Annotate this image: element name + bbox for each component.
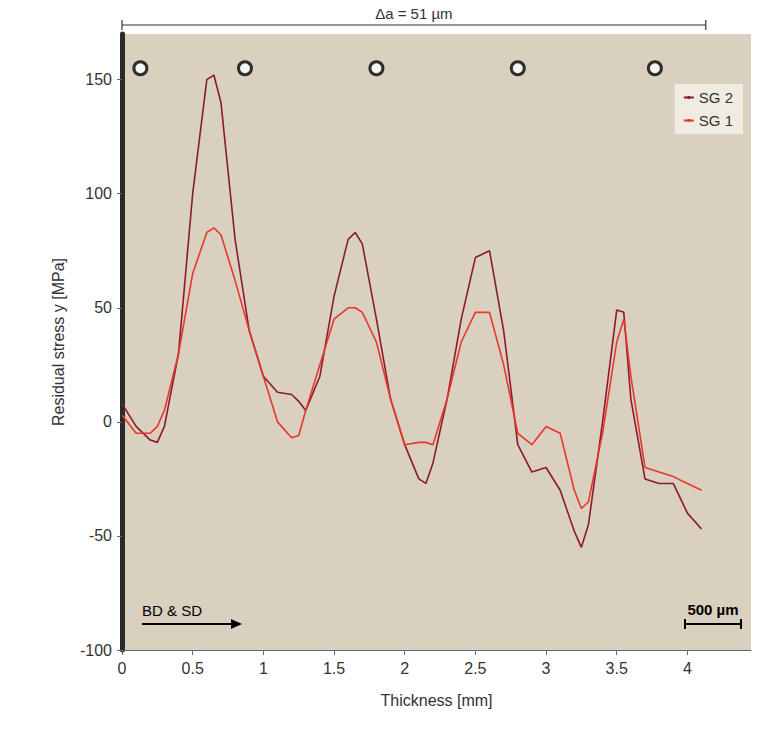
svg-text:3.5: 3.5 bbox=[606, 660, 628, 677]
svg-text:500 µm: 500 µm bbox=[687, 601, 738, 618]
svg-text:150: 150 bbox=[85, 71, 112, 88]
svg-text:2.5: 2.5 bbox=[464, 660, 486, 677]
svg-text:2: 2 bbox=[400, 660, 409, 677]
svg-text:1.5: 1.5 bbox=[323, 660, 345, 677]
svg-text:50: 50 bbox=[94, 299, 112, 316]
svg-text:Residual stress y [MPa]: Residual stress y [MPa] bbox=[50, 258, 67, 426]
svg-text:-100: -100 bbox=[80, 642, 112, 659]
svg-text:Δa = 51 µm: Δa = 51 µm bbox=[375, 5, 452, 22]
svg-text:0: 0 bbox=[103, 413, 112, 430]
svg-text:4: 4 bbox=[683, 660, 692, 677]
svg-text:0: 0 bbox=[118, 660, 127, 677]
svg-text:SG 2: SG 2 bbox=[699, 89, 733, 106]
svg-text:-50: -50 bbox=[89, 527, 112, 544]
svg-text:BD & SD: BD & SD bbox=[142, 602, 202, 619]
svg-text:100: 100 bbox=[85, 185, 112, 202]
svg-text:1: 1 bbox=[259, 660, 268, 677]
svg-text:0.5: 0.5 bbox=[182, 660, 204, 677]
svg-text:3: 3 bbox=[542, 660, 551, 677]
svg-text:SG 1: SG 1 bbox=[699, 112, 733, 129]
svg-text:Thickness [mm]: Thickness [mm] bbox=[380, 692, 492, 709]
